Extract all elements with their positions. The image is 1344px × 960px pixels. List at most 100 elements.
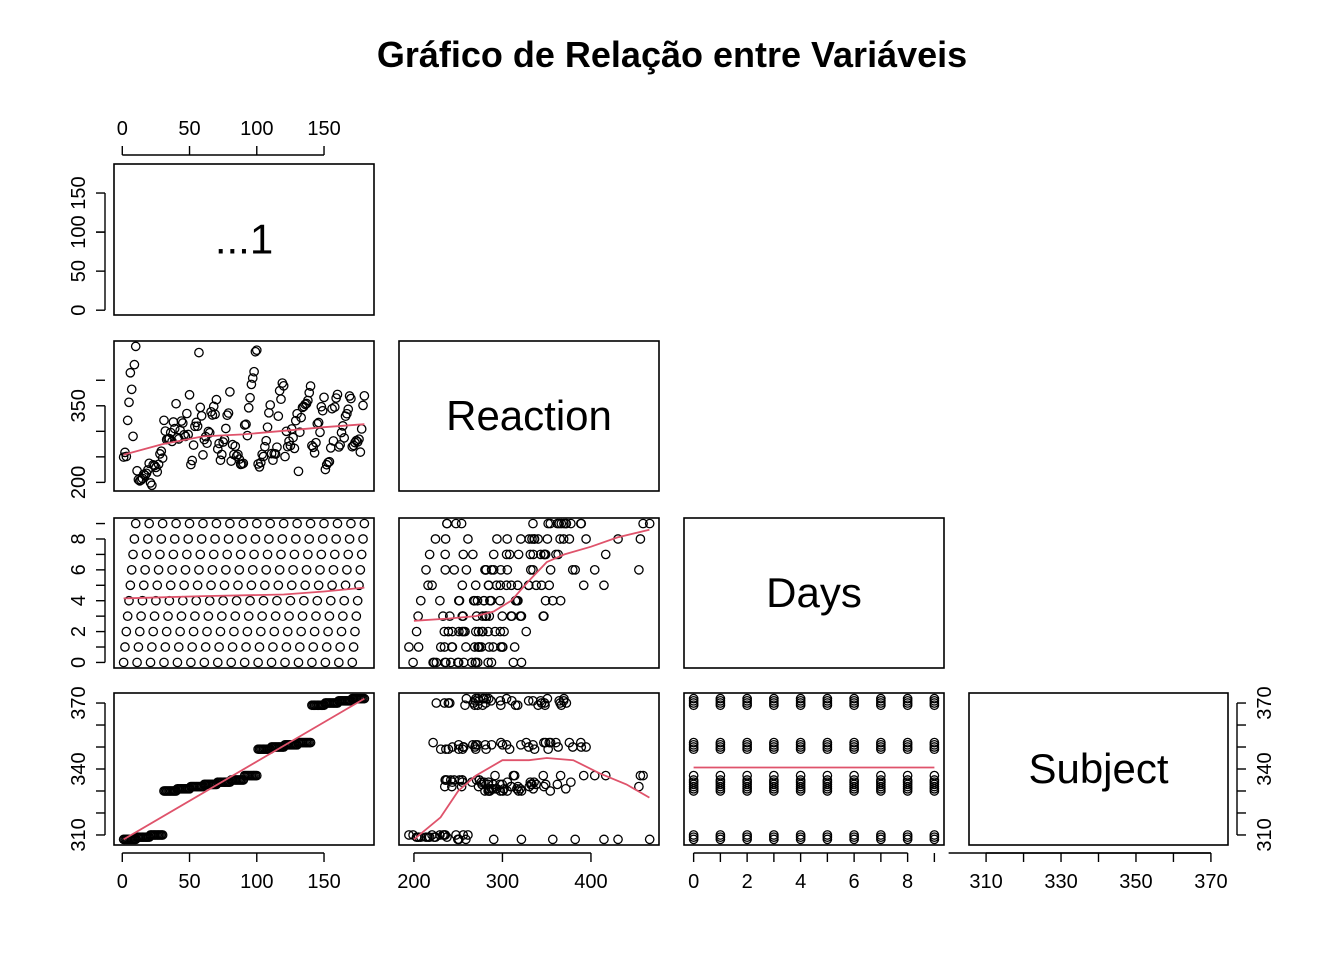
data-point [478,626,488,637]
tick-label: 0 [68,305,90,316]
data-point [447,626,458,637]
data-point [822,830,833,840]
data-point [504,549,515,560]
data-point [237,534,247,544]
data-point [441,657,451,668]
data-point [214,642,224,652]
data-point [528,564,538,575]
data-point [495,700,506,711]
data-point [431,698,442,708]
data-point [122,611,133,622]
data-point [195,402,206,413]
data-point [458,657,469,668]
panel-frame-1-0 [113,340,375,492]
data-point [356,424,367,434]
data-point [481,611,492,622]
data-point [447,742,458,752]
data-point [176,416,187,426]
data-point [599,834,609,845]
data-point [795,775,806,785]
tick-label: 400 [574,871,607,893]
data-point [506,580,517,591]
data-point [411,626,422,637]
data-point [307,657,317,668]
data-point [144,518,155,529]
data-point [544,580,555,591]
data-point [151,595,161,606]
data-point [501,693,512,704]
data-point [545,786,556,796]
data-point [359,390,370,401]
data-point [463,534,473,544]
data-point [272,595,282,606]
data-point [211,518,222,529]
data-point [196,410,207,421]
data-point [463,830,473,840]
data-point [332,518,343,529]
data-point [290,415,301,426]
data-point [327,403,337,414]
data-point [521,626,532,637]
data-point [281,642,292,652]
tick-label: 0 [688,871,699,893]
data-point [479,693,489,704]
data-point [540,779,551,790]
data-point [155,549,165,560]
data-point [531,580,542,591]
data-point [502,777,513,788]
data-point [470,657,481,668]
data-point [301,564,312,575]
data-point [156,534,167,544]
data-point [265,518,276,529]
data-point [795,737,806,748]
data-point [316,549,327,560]
panel-frame-2-2 [683,517,945,669]
data-point [167,564,177,575]
data-point [204,595,215,606]
data-point [497,611,508,622]
tick-label: 370 [1194,871,1227,893]
data-point [449,564,460,575]
data-point [190,611,200,622]
data-point [488,642,499,652]
data-point [453,657,464,668]
data-point [902,770,913,781]
data-point [273,411,284,421]
data-point [540,595,551,606]
data-point [276,394,286,405]
data-point [329,402,340,412]
data-point [277,534,288,544]
data-point [125,367,136,378]
data-point [531,779,542,790]
data-point [124,397,134,408]
panel-frame-3-0 [113,692,375,846]
data-point [262,422,273,433]
data-point [423,580,433,591]
data-point [929,830,940,840]
data-point [512,580,523,591]
data-point [210,534,220,544]
data-point [538,770,549,781]
data-point [513,786,524,796]
data-point [311,611,321,622]
data-point [483,657,493,668]
data-point [495,737,506,748]
data-point [343,549,354,560]
data-point [169,534,180,544]
data-point [488,834,499,845]
data-point [145,657,156,668]
data-point [486,657,497,668]
data-point [354,434,364,445]
data-point [488,549,499,560]
data-point [638,518,648,529]
data-point [545,737,556,748]
data-point [124,595,134,606]
data-point [575,737,586,748]
data-point [486,739,497,750]
data-point [497,739,508,750]
panel-frame-0-0 [113,163,375,316]
tick-label: 150 [307,118,340,140]
data-point [157,830,168,840]
data-point [313,580,324,591]
tick-label: 8 [902,871,913,893]
